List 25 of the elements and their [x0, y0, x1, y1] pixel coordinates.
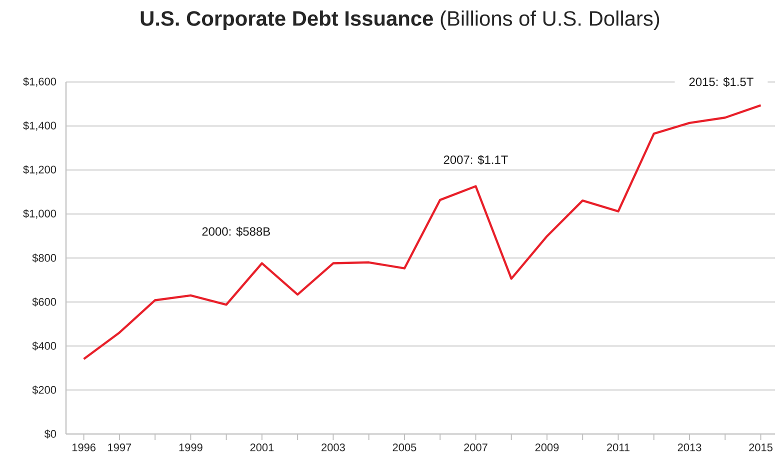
x-tick-label: 2001: [250, 444, 274, 452]
x-tick-label: 2011: [607, 444, 630, 452]
annotation: 2015: $1.5T: [689, 77, 754, 87]
y-tick-label: $800: [32, 254, 56, 262]
x-tick-label: 1997: [108, 444, 132, 452]
x-tick-label: 2007: [464, 444, 488, 452]
x-tick-label: 1999: [179, 444, 202, 452]
y-tick-label: $1,400: [23, 121, 56, 131]
x-tick-label: 2009: [535, 444, 559, 452]
y-tick-label: $0: [44, 430, 56, 438]
x-tick-label: 2005: [392, 444, 416, 452]
annotation: 2007: $1.1T: [444, 155, 508, 165]
x-tick-label: 1996: [72, 444, 96, 452]
x-tick-label: 2013: [678, 444, 702, 452]
y-tick-label: $400: [32, 342, 56, 350]
y-tick-label: $600: [32, 298, 56, 306]
x-tick-label: 2015: [749, 444, 772, 452]
line-series: [82, 104, 762, 360]
chart-title: U.S. Corporate Debt Issuance (Billions of U.S. Dollars): [140, 10, 660, 30]
y-tick-label: $1,600: [23, 77, 56, 87]
y-tick-label: $1,000: [23, 209, 56, 219]
annotation: 2000: $588B: [202, 226, 270, 236]
x-tick-label: 2003: [322, 444, 345, 452]
y-tick-label: $1,200: [23, 165, 56, 175]
y-tick-label: $200: [32, 386, 56, 394]
